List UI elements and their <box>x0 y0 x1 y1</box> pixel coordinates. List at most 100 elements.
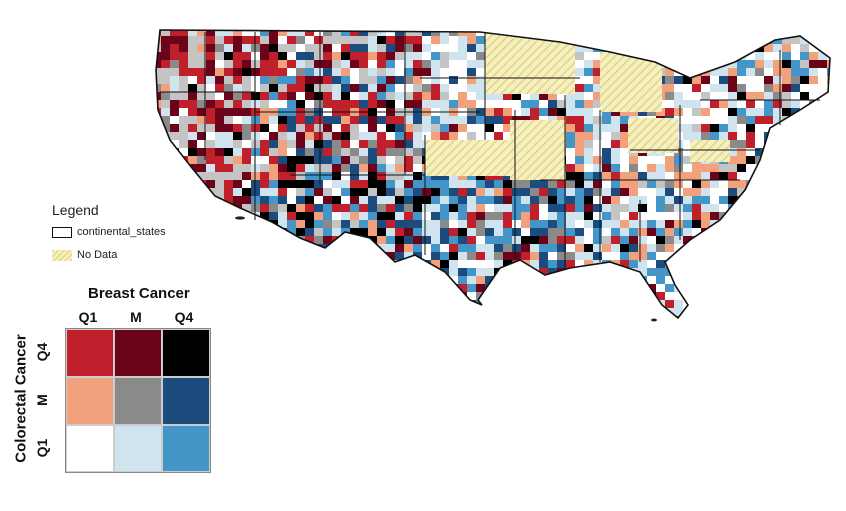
county-tile <box>710 236 719 244</box>
county-tile <box>548 220 557 228</box>
county-tile <box>161 276 170 284</box>
county-tile <box>656 204 665 212</box>
county-tile <box>179 92 188 100</box>
county-tile <box>224 252 233 260</box>
county-tile <box>503 220 512 228</box>
county-tile <box>710 284 719 292</box>
county-tile <box>593 204 602 212</box>
county-tile <box>215 268 224 276</box>
county-tile <box>206 52 215 60</box>
county-tile <box>566 244 575 252</box>
county-tile <box>422 60 431 68</box>
county-tile <box>395 188 404 196</box>
county-tile <box>404 204 413 212</box>
county-tile <box>530 196 539 204</box>
county-tile <box>215 52 224 60</box>
county-tile <box>773 116 782 124</box>
county-tile <box>377 220 386 228</box>
county-tile <box>593 316 602 318</box>
county-tile <box>476 60 485 68</box>
county-tile <box>161 60 170 68</box>
county-tile <box>692 76 701 84</box>
county-tile <box>233 30 242 36</box>
county-tile <box>359 268 368 276</box>
county-tile <box>800 236 809 244</box>
county-tile <box>422 30 431 36</box>
county-tile <box>458 52 467 60</box>
county-tile <box>485 252 494 260</box>
county-tile <box>386 164 395 172</box>
county-tile <box>314 52 323 60</box>
county-tile <box>404 252 413 260</box>
county-tile <box>206 204 215 212</box>
county-tile <box>629 36 638 44</box>
county-tile <box>746 204 755 212</box>
county-tile <box>377 204 386 212</box>
county-tile <box>467 52 476 60</box>
county-tile <box>620 44 629 52</box>
county-tile <box>728 156 737 164</box>
county-tile <box>809 30 818 36</box>
county-tile <box>287 172 296 180</box>
county-tile <box>728 100 737 108</box>
county-tile <box>809 68 818 76</box>
county-tile <box>323 308 332 316</box>
county-tile <box>224 180 233 188</box>
county-tile <box>368 116 377 124</box>
county-tile <box>350 92 359 100</box>
county-tile <box>260 196 269 204</box>
county-tile <box>710 68 719 76</box>
county-tile <box>156 68 161 76</box>
row-label-q1: Q1 <box>34 438 50 458</box>
county-tile <box>431 100 440 108</box>
county-tile <box>206 116 215 124</box>
county-tile <box>674 268 683 276</box>
county-tile <box>458 92 467 100</box>
county-tile <box>593 196 602 204</box>
county-tile <box>773 30 782 36</box>
county-tile <box>233 52 242 60</box>
county-tile <box>773 76 782 84</box>
county-tile <box>593 68 602 76</box>
county-tile <box>782 252 791 260</box>
county-tile <box>557 188 566 196</box>
county-tile <box>665 156 674 164</box>
county-tile <box>449 52 458 60</box>
county-tile <box>728 268 737 276</box>
county-tile <box>170 204 179 212</box>
county-tile <box>377 260 386 268</box>
county-tile <box>548 228 557 236</box>
county-tile <box>188 68 197 76</box>
county-tile <box>323 292 332 300</box>
county-tile <box>521 276 530 284</box>
county-tile <box>458 30 467 36</box>
county-tile <box>170 196 179 204</box>
county-tile <box>156 124 161 132</box>
county-tile <box>647 172 656 180</box>
county-tile <box>566 92 575 100</box>
county-tile <box>251 244 260 252</box>
county-tile <box>611 140 620 148</box>
county-tile <box>575 292 584 300</box>
county-tile <box>746 100 755 108</box>
county-tile <box>422 196 431 204</box>
county-tile <box>782 292 791 300</box>
county-tile <box>287 68 296 76</box>
county-tile <box>719 260 728 268</box>
county-tile <box>494 228 503 236</box>
county-tile <box>404 220 413 228</box>
county-tile <box>287 308 296 316</box>
county-tile <box>566 316 575 318</box>
county-tile <box>332 116 341 124</box>
county-tile <box>620 324 629 332</box>
county-tile <box>683 180 692 188</box>
county-tile <box>332 212 341 220</box>
county-tile <box>710 316 719 318</box>
county-tile <box>818 30 827 36</box>
county-tile <box>737 108 746 116</box>
county-tile <box>683 52 692 60</box>
county-tile <box>476 308 485 316</box>
county-tile <box>269 276 278 284</box>
county-tile <box>791 284 800 292</box>
county-tile <box>710 196 719 204</box>
